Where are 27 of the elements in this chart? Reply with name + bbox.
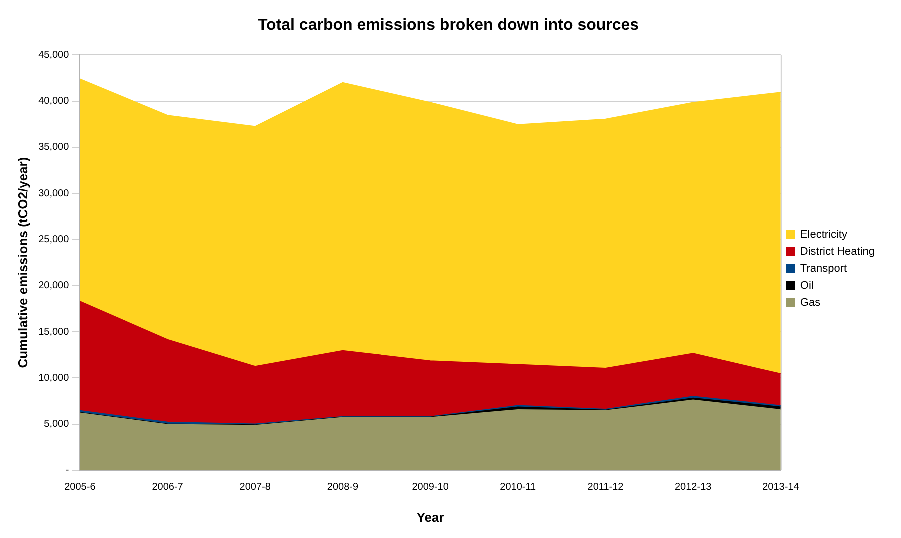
x-tick-label: 2007-8 [240, 482, 272, 494]
y-tick-label: 35,000 [38, 142, 70, 154]
legend-label: Transport [800, 263, 848, 276]
y-tick-label: 20,000 [38, 280, 70, 292]
chart-title: Total carbon emissions broken down into sources [258, 17, 640, 34]
y-tick-label: 15,000 [38, 326, 70, 338]
legend-label: Electricity [800, 229, 848, 242]
y-tick-label: 25,000 [38, 234, 70, 246]
y-tick-label: 10,000 [38, 372, 70, 384]
x-tick-label: 2006-7 [152, 482, 184, 494]
x-tick-label: 2005-6 [64, 482, 96, 494]
y-tick-label: 30,000 [38, 188, 70, 200]
x-tick-label: 2011-12 [588, 482, 624, 494]
y-axis-title: Cumulative emissions (tCO2/year) [15, 157, 30, 368]
y-tick-label: 5,000 [44, 419, 70, 430]
x-axis-title: Year [416, 510, 444, 525]
legend-label: Oil [800, 280, 814, 292]
x-tick-label: 2012-13 [674, 482, 712, 494]
y-tick-label: 45,000 [38, 50, 70, 61]
y-tick-label: - [66, 465, 70, 476]
legend-label: District Heating [800, 246, 875, 258]
x-tick-label: 2008-9 [327, 482, 359, 494]
x-tick-label: 2013-14 [762, 482, 800, 494]
legend-label: Gas [800, 297, 822, 310]
x-tick-label: 2009-10 [412, 482, 450, 494]
y-tick-label: 40,000 [38, 96, 70, 108]
x-tick-label: 2010-11 [500, 482, 537, 494]
